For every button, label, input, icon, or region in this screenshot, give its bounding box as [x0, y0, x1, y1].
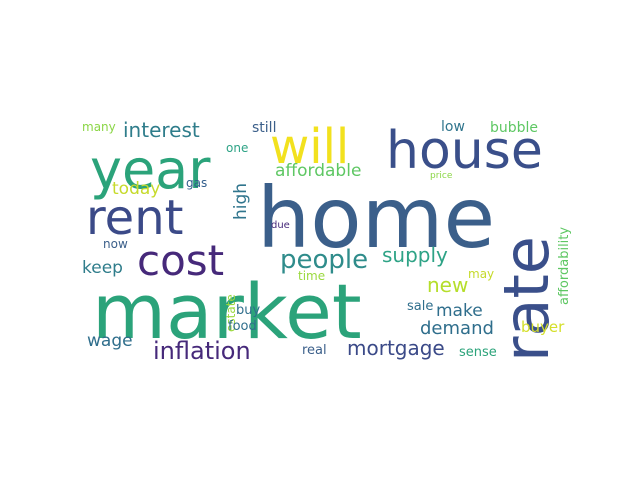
word-home: home — [257, 169, 495, 267]
word-demand: demand — [420, 318, 494, 339]
word-interest: interest — [123, 118, 200, 142]
word-may: may — [468, 267, 494, 281]
word-time: time — [298, 269, 325, 283]
word-due: due — [271, 220, 290, 231]
word-cost: cost — [137, 236, 224, 285]
word-affordability: affordability — [557, 227, 572, 305]
word-gas: gas — [186, 176, 207, 190]
word-market: market — [92, 267, 362, 356]
word-people: people — [280, 245, 368, 275]
word-high: high — [231, 183, 251, 220]
word-estate: estate — [224, 294, 238, 332]
word-sense: sense — [459, 345, 497, 360]
word-buy: buy — [236, 303, 260, 318]
word-food: food — [228, 319, 257, 334]
word-sale: sale — [407, 299, 433, 314]
word-now: now — [103, 237, 128, 251]
word-keep: keep — [82, 258, 123, 278]
word-wage: wage — [87, 331, 133, 351]
word-year: year — [90, 138, 211, 201]
word-today: today — [112, 179, 160, 199]
word-price: price — [430, 171, 453, 181]
word-mortgage: mortgage — [347, 336, 445, 360]
word-one: one — [226, 141, 248, 155]
word-make: make — [436, 301, 483, 321]
word-real: real — [302, 343, 327, 358]
word-rent: rent — [86, 190, 183, 246]
word-will: will — [270, 119, 349, 175]
word-new: new — [427, 273, 468, 297]
word-many: many — [82, 120, 116, 134]
word-bubble: bubble — [490, 120, 538, 136]
word-supply: supply — [382, 243, 448, 267]
word-affordable: affordable — [275, 161, 361, 181]
word-buyer: buyer — [521, 318, 565, 336]
word-inflation: inflation — [153, 337, 251, 365]
word-house: house — [386, 121, 543, 181]
word-rate: rate — [490, 236, 563, 362]
word-low: low — [441, 119, 465, 135]
word-still: still — [252, 120, 276, 136]
